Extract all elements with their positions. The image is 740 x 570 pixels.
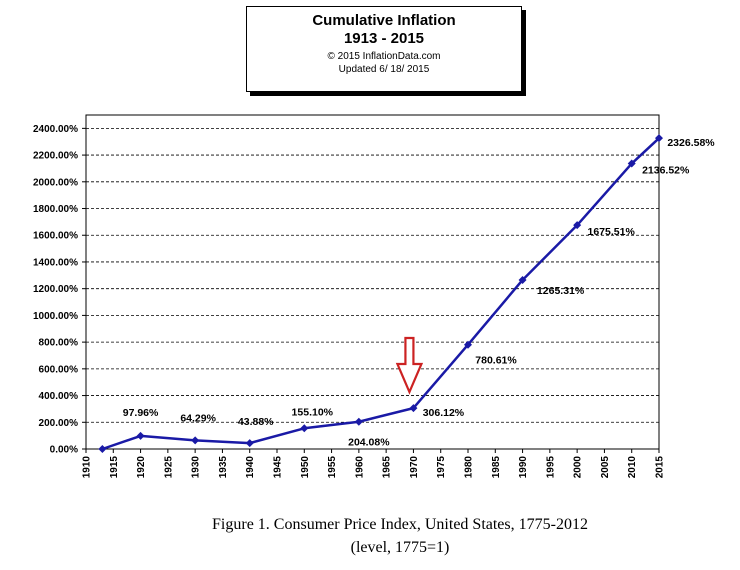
data-label: 204.08%	[348, 437, 390, 449]
data-label: 97.96%	[123, 407, 159, 419]
data-point-marker	[518, 275, 527, 284]
down-arrow-annotation	[395, 336, 424, 395]
x-tick-label: 1925	[163, 456, 174, 479]
series-line	[101, 137, 660, 451]
y-tick-label: 2400.00%	[33, 124, 78, 135]
plot-area	[85, 114, 660, 450]
x-tick-label: 1965	[382, 456, 393, 479]
y-tick-label: 800.00%	[39, 338, 79, 349]
x-tick-label: 1955	[327, 456, 338, 479]
y-tick-label: 1800.00%	[33, 204, 78, 215]
data-point-marker	[573, 221, 582, 230]
y-tick-label: 2200.00%	[33, 151, 78, 162]
x-tick-label: 1985	[491, 456, 502, 479]
data-label: 43.88%	[238, 416, 274, 428]
data-point-marker	[655, 134, 663, 143]
x-tick-label: 2010	[627, 456, 638, 479]
y-tick-label: 1400.00%	[33, 257, 78, 268]
x-tick-label: 2000	[573, 456, 584, 479]
chart-title-box: Cumulative Inflation 1913 - 2015 © 2015 …	[246, 6, 522, 92]
y-tick-label: 600.00%	[39, 364, 79, 375]
x-tick-label: 2005	[600, 456, 611, 479]
x-tick-label: 1910	[82, 456, 93, 479]
data-label: 155.10%	[292, 406, 334, 418]
data-label: 780.61%	[475, 355, 517, 367]
data-point-marker	[98, 445, 107, 453]
figure-caption-subline: (level, 1775=1)	[350, 539, 450, 556]
data-label: 1675.51%	[587, 226, 635, 238]
x-tick-label: 1950	[300, 456, 311, 479]
data-label: 64.29%	[180, 412, 216, 424]
y-tick-label: 0.00%	[50, 445, 78, 456]
data-point-marker	[627, 159, 636, 168]
data-point-marker	[191, 436, 200, 445]
x-tick-label: 1970	[409, 456, 420, 479]
data-point-marker	[409, 404, 418, 413]
data-label: 2326.58%	[667, 137, 715, 149]
y-tick-label: 1200.00%	[33, 284, 78, 295]
inflation-line-chart: 0.00% 200.00% 400.00% 600.00% 800.00% 1000.00…	[33, 114, 715, 479]
x-tick-label: 1940	[245, 456, 256, 479]
x-tick-label: 1915	[109, 456, 120, 479]
x-tick-label: 1920	[136, 456, 147, 479]
data-label: 1265.31%	[537, 285, 585, 297]
x-tick-label: 1945	[273, 456, 284, 479]
y-tick-label: 1600.00%	[33, 231, 78, 242]
x-tick-label: 1935	[218, 456, 229, 479]
data-point-marker	[300, 424, 309, 433]
x-tick-label: 2015	[655, 456, 666, 479]
y-tick-label: 2000.00%	[33, 177, 78, 188]
y-tick-label: 400.00%	[39, 391, 79, 402]
data-point-marker	[354, 417, 363, 426]
chart-title: Cumulative Inflation	[312, 12, 456, 29]
x-tick-label: 1975	[436, 456, 447, 479]
chart-subtitle: 1913 - 2015	[343, 30, 425, 47]
y-tick-label: 1000.00%	[33, 311, 78, 322]
data-label: 2136.52%	[642, 165, 690, 177]
x-tick-label: 1960	[354, 456, 365, 479]
copyright-text: © 2015 InflationData.com	[327, 51, 441, 62]
figure-caption: Figure 1. Consumer Price Index, United S…	[212, 516, 588, 533]
data-point-marker	[136, 431, 145, 440]
updated-text: Updated 6/ 18/ 2015	[338, 64, 430, 75]
x-tick-label: 1990	[518, 456, 529, 479]
data-point-marker	[464, 340, 472, 349]
x-tick-label: 1930	[191, 456, 202, 479]
data-label: 306.12%	[423, 407, 465, 419]
y-tick-label: 200.00%	[39, 418, 79, 429]
data-point-marker	[245, 439, 254, 448]
x-tick-label: 1995	[545, 456, 556, 479]
x-tick-label: 1980	[464, 456, 475, 479]
